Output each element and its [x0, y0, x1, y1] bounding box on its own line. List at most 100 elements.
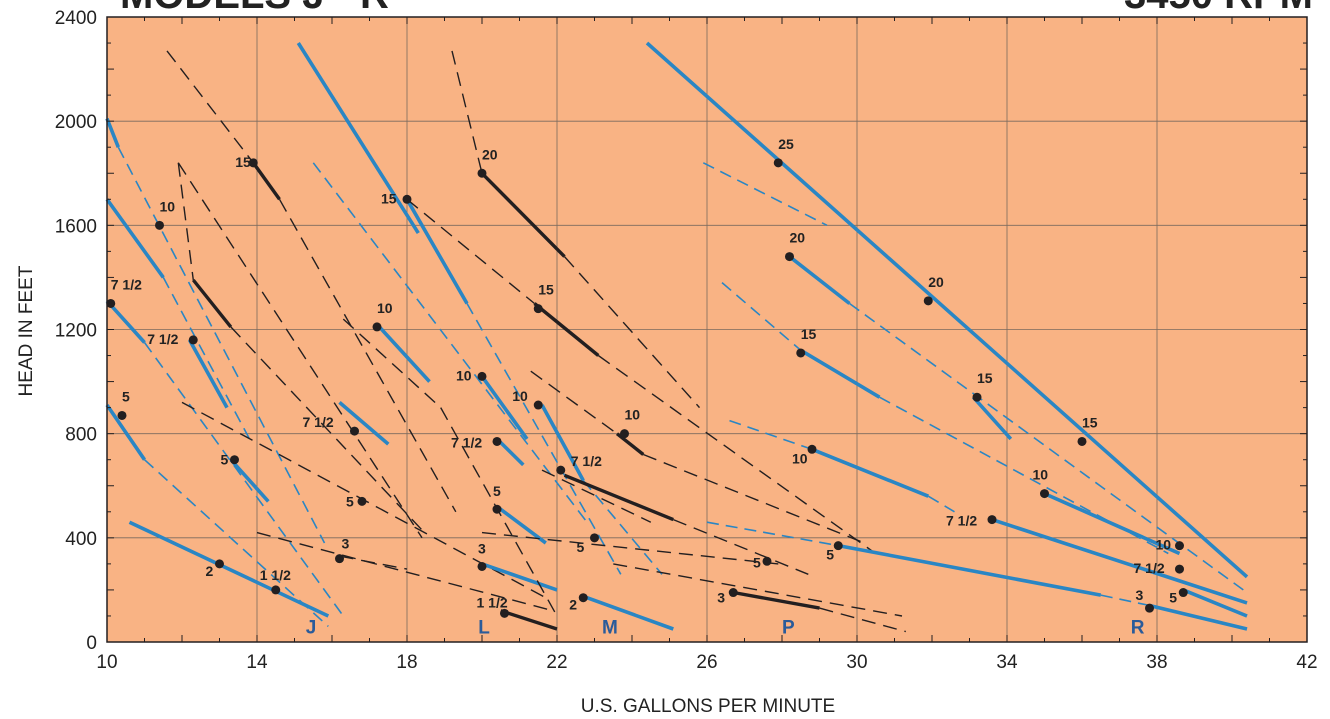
horsepower-label: 5: [122, 388, 130, 404]
operating-point-dot: [402, 194, 412, 204]
blue-dashed-curve: [721, 281, 802, 351]
chart-title-right: 3450 RPM: [1124, 0, 1313, 17]
blue-solid-curve: [837, 543, 1102, 597]
horsepower-label: 10: [1033, 467, 1049, 483]
blue-dashed-curve: [706, 521, 839, 547]
blue-solid-curve: [338, 401, 390, 446]
operating-point-dot: [357, 496, 367, 506]
horsepower-label: 7 1/2: [147, 331, 178, 347]
horsepower-label: 5: [577, 539, 585, 555]
horsepower-label: 5: [753, 554, 761, 570]
operating-point-dot: [335, 554, 344, 564]
black-solid-curve: [251, 161, 281, 201]
blue-dashed-curve: [117, 146, 326, 544]
operating-point-dot: [230, 455, 239, 465]
horsepower-label: 5: [493, 483, 501, 499]
model-letter-m: M: [602, 617, 618, 638]
blue-solid-curve: [991, 517, 1248, 605]
blue-solid-curve: [187, 339, 229, 409]
horsepower-label: 10: [377, 300, 393, 316]
blue-dashed-curve: [1100, 594, 1150, 607]
blue-dashed-curve: [143, 459, 329, 627]
horsepower-label: 5: [826, 547, 834, 563]
blue-solid-curve: [405, 198, 469, 305]
horsepower-label: 7 1/2: [111, 276, 142, 292]
operating-point-dot: [1077, 436, 1087, 446]
black-solid-curve: [191, 278, 233, 328]
horsepower-label: 5: [221, 452, 229, 468]
horsepower-label: 1 1/2: [260, 567, 291, 583]
black-dashed-curve: [177, 162, 194, 281]
x-axis-label: U.S. GALLONS PER MINUTE: [581, 696, 835, 717]
black-dashed-curve: [481, 531, 779, 565]
black-solid-curve: [732, 590, 820, 610]
operating-point-dot: [372, 322, 382, 332]
y-tick-label: 0: [86, 633, 97, 654]
x-tick-label: 30: [846, 652, 867, 673]
operating-point-dot: [807, 444, 817, 454]
horsepower-label: 20: [482, 146, 498, 162]
y-tick-label: 2400: [55, 8, 97, 29]
black-dashed-curve: [406, 198, 535, 305]
blue-dashed-curve: [162, 277, 251, 440]
horsepower-label: 3: [1136, 587, 1144, 603]
y-tick-label: 800: [65, 425, 97, 446]
horsepower-label: 7 1/2: [303, 414, 334, 430]
x-tick-label: 38: [1146, 652, 1167, 673]
y-axis-label: HEAD IN FEET: [16, 265, 37, 396]
operating-point-dot: [785, 252, 794, 262]
x-tick-label: 18: [396, 652, 417, 673]
horsepower-label: 15: [538, 282, 554, 298]
horsepower-label: 15: [235, 154, 251, 170]
black-dashed-curve: [563, 256, 701, 409]
blue-dashed-curve: [702, 162, 828, 227]
blue-solid-curve: [105, 117, 120, 148]
blue-solid-curve: [1182, 588, 1248, 618]
operating-point-dot: [590, 533, 599, 543]
horsepower-label: 2: [569, 597, 577, 613]
horsepower-label: 15: [1082, 414, 1098, 430]
operating-point-dot: [215, 559, 224, 569]
blue-dashed-curve: [582, 479, 663, 575]
operating-point-dot: [833, 541, 843, 551]
x-tick-label: 10: [96, 652, 117, 673]
blue-solid-curve: [481, 562, 558, 592]
black-dashed-curve: [597, 354, 873, 552]
operating-point-dot: [578, 593, 588, 603]
horsepower-label: 15: [381, 190, 397, 206]
x-tick-label: 22: [546, 652, 567, 673]
y-tick-label: 400: [65, 529, 97, 550]
chart-title-left: MODELS J - R: [120, 0, 389, 17]
blue-dashed-curve: [466, 303, 622, 575]
horsepower-label: 1 1/2: [477, 594, 508, 610]
black-dashed-curve: [530, 370, 618, 435]
horsepower-label: 10: [512, 388, 528, 404]
y-tick-label: 2000: [55, 112, 97, 133]
horsepower-label: 10: [456, 367, 472, 383]
horsepower-label: 25: [778, 136, 794, 152]
blue-solid-curve: [229, 458, 270, 503]
horsepower-label: 15: [801, 326, 817, 342]
horsepower-label: 7 1/2: [946, 513, 977, 529]
operating-point-dot: [1178, 588, 1188, 598]
blue-solid-curve: [495, 505, 547, 545]
blue-solid-curve: [296, 42, 420, 235]
horsepower-label: 5: [1169, 590, 1177, 606]
x-tick-label: 14: [246, 652, 268, 673]
blue-solid-curve: [1043, 491, 1181, 556]
black-dashed-curve: [643, 453, 865, 544]
horsepower-label: 20: [928, 274, 944, 290]
horsepower-label: 2: [206, 563, 214, 579]
black-dashed-curve: [339, 555, 408, 570]
black-solid-curve: [500, 609, 558, 631]
black-solid-curve: [615, 432, 645, 456]
operating-point-dot: [987, 515, 997, 525]
operating-point-dot: [533, 304, 543, 314]
blue-solid-curve: [1149, 603, 1248, 631]
x-tick-label: 34: [996, 652, 1018, 673]
horsepower-label: 10: [625, 407, 641, 423]
black-solid-curve: [480, 172, 566, 258]
black-dashed-curve: [278, 198, 457, 513]
blue-solid-curve: [645, 41, 1249, 579]
